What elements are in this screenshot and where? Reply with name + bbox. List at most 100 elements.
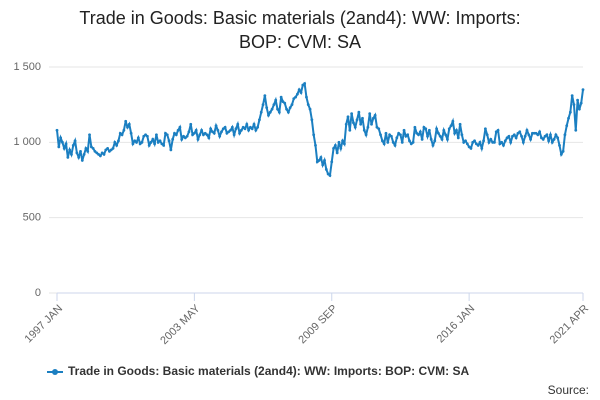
point xyxy=(521,140,525,144)
point xyxy=(449,124,453,128)
point xyxy=(572,103,576,107)
point xyxy=(200,128,204,132)
point xyxy=(473,139,476,143)
point xyxy=(451,119,455,123)
point xyxy=(447,127,451,131)
point xyxy=(151,137,155,141)
point xyxy=(268,110,272,114)
point xyxy=(514,136,518,140)
point xyxy=(337,140,341,144)
point xyxy=(171,137,175,141)
point xyxy=(382,142,386,146)
point xyxy=(70,152,73,156)
point xyxy=(482,139,485,143)
point xyxy=(444,133,448,137)
point xyxy=(259,110,263,114)
point xyxy=(366,125,370,129)
point xyxy=(321,163,325,167)
point xyxy=(455,128,458,132)
y-tick-label: 500 xyxy=(23,212,41,224)
point xyxy=(62,146,66,150)
point xyxy=(552,137,556,141)
point xyxy=(324,168,328,171)
point xyxy=(145,134,149,138)
point xyxy=(549,133,552,137)
point xyxy=(84,146,88,150)
point xyxy=(509,140,513,144)
point xyxy=(239,128,243,132)
point xyxy=(328,174,332,177)
point xyxy=(306,103,310,107)
point xyxy=(323,159,326,162)
point xyxy=(55,128,59,132)
point xyxy=(232,133,236,137)
point xyxy=(136,136,140,140)
point xyxy=(567,116,570,120)
point xyxy=(189,122,193,126)
point xyxy=(120,133,124,137)
point xyxy=(503,139,507,143)
point xyxy=(73,139,77,143)
point xyxy=(408,139,411,143)
point xyxy=(476,143,480,147)
point xyxy=(192,131,196,135)
point xyxy=(574,128,578,132)
point xyxy=(276,107,279,111)
point xyxy=(317,159,321,162)
point xyxy=(577,107,581,111)
point xyxy=(187,130,191,134)
legend-item: Trade in Goods: Basic materials (2and4):… xyxy=(47,364,470,378)
point xyxy=(393,143,397,147)
point xyxy=(570,94,574,98)
point xyxy=(355,118,359,122)
point xyxy=(489,137,493,141)
point xyxy=(91,146,95,150)
point xyxy=(362,128,366,132)
point xyxy=(113,140,117,144)
x-tick-label: 2009 SEP xyxy=(296,303,340,347)
point xyxy=(117,139,120,143)
point xyxy=(165,133,169,137)
point xyxy=(153,142,157,146)
point xyxy=(502,143,505,147)
point xyxy=(218,134,222,138)
point xyxy=(140,140,144,144)
point xyxy=(180,137,184,141)
point xyxy=(106,146,110,150)
point xyxy=(57,145,61,149)
point xyxy=(205,133,209,137)
point xyxy=(214,124,218,128)
point xyxy=(426,134,429,138)
point xyxy=(174,133,178,137)
point xyxy=(252,122,256,126)
x-tick-label: 2021 APR xyxy=(548,303,592,347)
x-tick-label: 2003 MAY xyxy=(158,302,203,347)
point xyxy=(198,133,202,137)
point xyxy=(480,146,484,150)
point xyxy=(579,101,583,105)
point xyxy=(127,122,131,126)
point xyxy=(243,127,247,131)
y-tick-label: 1 000 xyxy=(13,136,41,148)
x-tick-label: 2016 JAN xyxy=(435,303,478,346)
point xyxy=(364,133,368,137)
point xyxy=(126,125,129,129)
point xyxy=(341,139,344,143)
point xyxy=(223,125,227,129)
point xyxy=(296,92,299,96)
point xyxy=(559,152,563,156)
point xyxy=(357,110,361,114)
point xyxy=(176,128,180,132)
point xyxy=(485,133,489,137)
point xyxy=(346,115,350,119)
point xyxy=(538,130,542,134)
point xyxy=(536,133,540,137)
point xyxy=(220,130,223,134)
point xyxy=(196,137,200,141)
point xyxy=(285,107,288,111)
point xyxy=(529,137,532,141)
point xyxy=(283,101,287,105)
point xyxy=(274,98,278,102)
